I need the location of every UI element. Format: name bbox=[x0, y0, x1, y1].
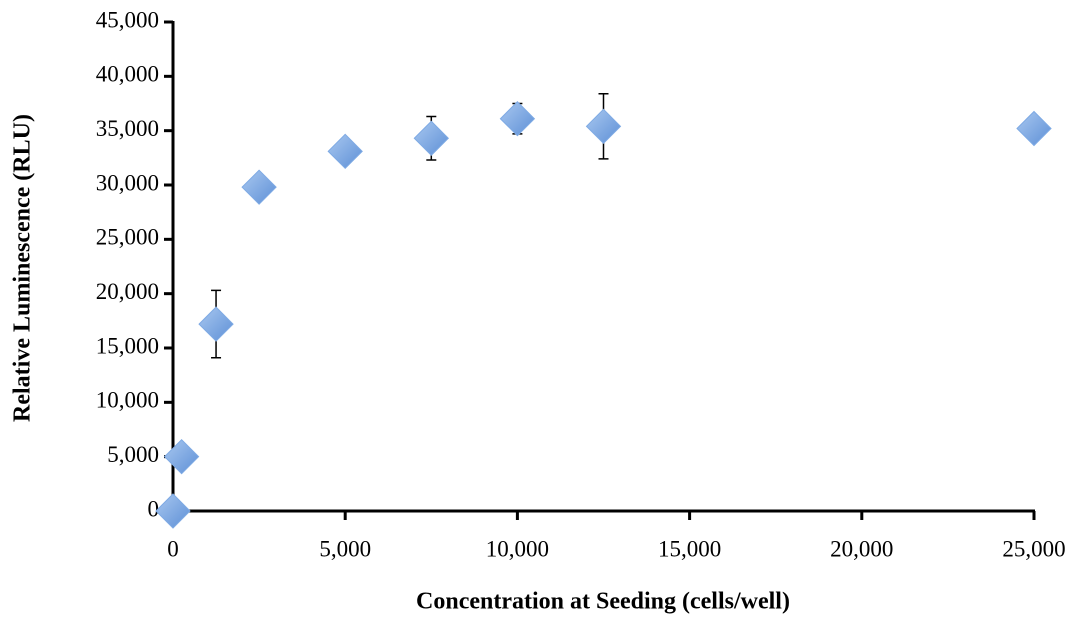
y-tick-label: 30,000 bbox=[96, 170, 159, 195]
point bbox=[163, 438, 200, 475]
point bbox=[413, 120, 450, 156]
x-tick-label: 0 bbox=[167, 536, 179, 561]
y-tick-label: 0 bbox=[148, 496, 160, 521]
x-axis-title: Concentration at Seeding (cells/well) bbox=[416, 589, 790, 615]
y-tick-label: 35,000 bbox=[96, 116, 159, 141]
point bbox=[1016, 110, 1052, 147]
point bbox=[155, 493, 191, 529]
y-tick-label: 20,000 bbox=[96, 279, 159, 304]
point bbox=[499, 101, 536, 137]
point bbox=[241, 169, 277, 205]
x-tick-label: 15,000 bbox=[658, 536, 721, 561]
y-tick-label: 10,000 bbox=[96, 388, 159, 413]
y-tick-label: 45,000 bbox=[96, 7, 159, 32]
x-tick-label: 20,000 bbox=[830, 536, 893, 561]
y-tick-label: 5,000 bbox=[107, 442, 159, 467]
point bbox=[585, 108, 622, 145]
y-axis-title: Relative Luminescence (RLU) bbox=[10, 114, 36, 422]
x-tick-label: 25,000 bbox=[1002, 536, 1065, 561]
y-tick-label: 25,000 bbox=[96, 225, 159, 250]
point bbox=[327, 133, 363, 170]
x-tick-label: 10,000 bbox=[486, 536, 549, 561]
x-tick-label: 5,000 bbox=[319, 536, 371, 561]
y-tick-label: 40,000 bbox=[96, 62, 159, 87]
point bbox=[198, 306, 234, 342]
y-tick-label: 15,000 bbox=[96, 333, 159, 358]
